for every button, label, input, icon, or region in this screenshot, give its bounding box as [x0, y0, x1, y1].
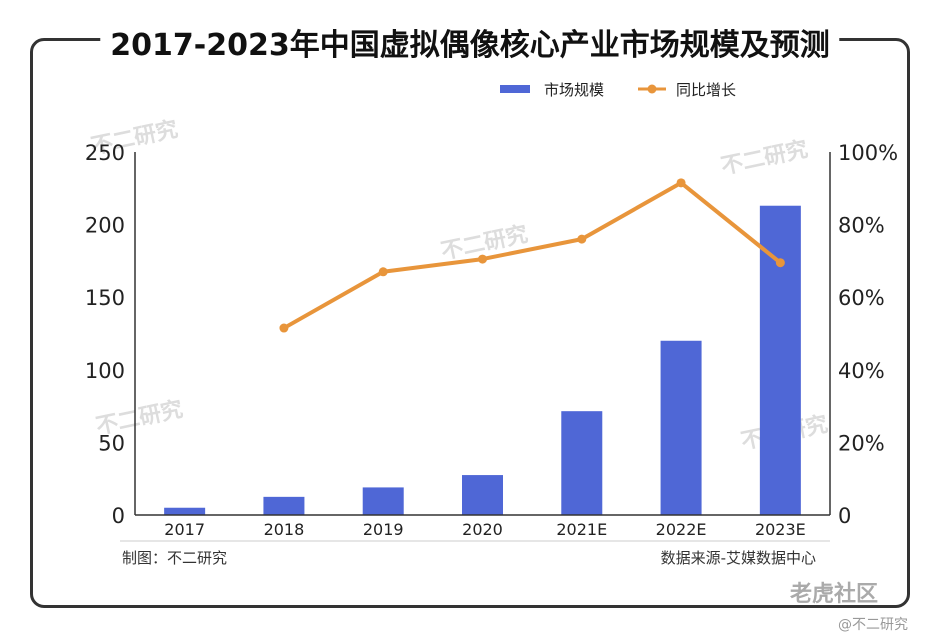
- y-right-tick-label: 100%: [838, 141, 898, 165]
- bar-2020: [462, 475, 503, 515]
- bar-series: [164, 205, 801, 515]
- growth-point-2022E: [676, 178, 686, 188]
- y-axis-left: 0 50 100 150 200 250: [85, 141, 136, 528]
- y-left-tick-label: 100: [85, 359, 125, 383]
- chart-maker-note: 制图：不二研究: [122, 549, 228, 567]
- legend-line-label: 同比增长: [676, 81, 736, 99]
- y-left-tick-label: 200: [85, 214, 125, 238]
- growth-point-2018: [279, 323, 289, 333]
- legend-line-marker: [647, 84, 657, 94]
- growth-point-2023E: [775, 258, 785, 268]
- growth-point-2021E: [577, 234, 587, 244]
- bar-2023E: [759, 205, 801, 515]
- chart-title: 2017-2023年中国虚拟偶像核心产业市场规模及预测: [100, 20, 840, 64]
- growth-line: [282, 180, 782, 330]
- bar-2019: [362, 487, 404, 515]
- x-tick-label: 2021E: [556, 520, 607, 539]
- y-left-tick-label: 0: [112, 504, 125, 528]
- bar-2021E: [561, 411, 603, 515]
- y-left-tick-label: 250: [85, 141, 125, 165]
- bar-2018: [263, 496, 305, 515]
- x-tick-label: 2019: [363, 520, 404, 539]
- watermark-brand: 老虎社区: [790, 582, 879, 607]
- y-right-tick-label: 60%: [838, 286, 885, 310]
- bar-2022E: [660, 340, 702, 515]
- x-tick-label: 2023E: [755, 520, 806, 539]
- y-right-tick-label: 80%: [838, 214, 885, 238]
- y-left-tick-label: 150: [85, 286, 125, 310]
- y-right-tick-label: 40%: [838, 359, 885, 383]
- watermark-handle: @不二研究: [838, 617, 908, 633]
- y-right-tick-label: 0: [838, 504, 851, 528]
- growth-point-2019: [378, 267, 388, 277]
- x-tick-label: 2017: [164, 520, 205, 539]
- legend-bar-swatch: [500, 85, 530, 93]
- x-axis: 2017 2018 2019 2020 2021E 2022E 2023E: [120, 514, 830, 542]
- x-tick-label: 2022E: [656, 520, 707, 539]
- x-tick-label: 2020: [462, 520, 503, 539]
- y-left-tick-label: 50: [98, 431, 125, 455]
- legend-bar-label: 市场规模: [544, 81, 604, 99]
- data-source-note: 数据来源-艾媒数据中心: [660, 549, 816, 567]
- x-tick-label: 2018: [264, 520, 305, 539]
- legend: 市场规模 同比增长: [500, 81, 736, 99]
- y-right-tick-label: 20%: [838, 431, 885, 455]
- growth-point-2020: [478, 254, 487, 264]
- line-series: [279, 178, 785, 333]
- y-axis-right: 0 20% 40% 60% 80% 100%: [829, 141, 898, 528]
- bar-2017: [164, 507, 206, 515]
